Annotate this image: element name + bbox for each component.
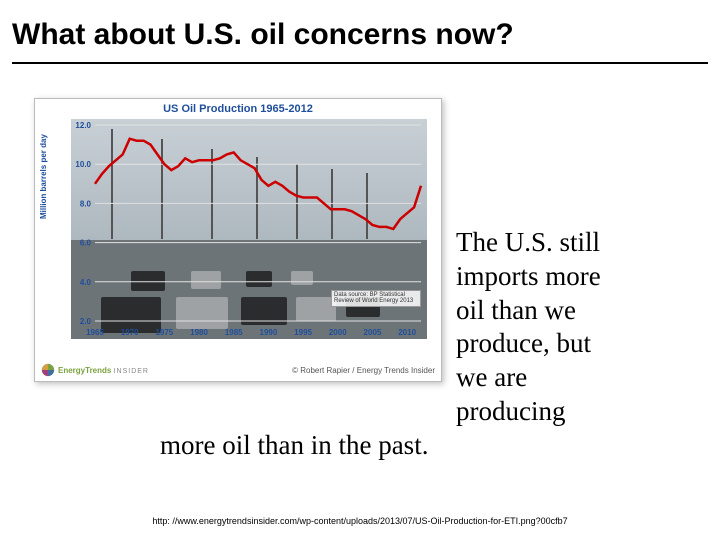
- source-url: http: //www.energytrendsinsider.com/wp-c…: [0, 516, 720, 526]
- chart-title: US Oil Production 1965-2012: [35, 99, 441, 115]
- slide-title: What about U.S. oil concerns now?: [0, 0, 720, 56]
- body-line: producing: [160, 395, 690, 429]
- chart-logo-text: EnergyTrends INSIDER: [58, 366, 149, 375]
- svg-text:10.0: 10.0: [75, 160, 91, 169]
- chart-ylabel: Million barrels per day: [39, 134, 48, 219]
- svg-text:1965: 1965: [86, 328, 104, 337]
- body-line: imports more: [160, 260, 690, 294]
- body-line: The U.S. still: [160, 226, 690, 260]
- body-line: more oil than in the past.: [160, 429, 690, 463]
- svg-text:2.0: 2.0: [80, 317, 92, 326]
- svg-text:4.0: 4.0: [80, 278, 92, 287]
- globe-icon: [41, 363, 55, 377]
- title-underline: [12, 62, 708, 64]
- svg-text:12.0: 12.0: [75, 121, 91, 130]
- svg-text:6.0: 6.0: [80, 239, 92, 248]
- body-text: The U.S. still imports more oil than we …: [160, 226, 690, 462]
- body-line: we are: [160, 361, 690, 395]
- chart-logo: EnergyTrends INSIDER: [41, 363, 149, 377]
- svg-text:8.0: 8.0: [80, 199, 92, 208]
- body-line: oil than we: [160, 294, 690, 328]
- body-line: produce, but: [160, 327, 690, 361]
- svg-text:1970: 1970: [121, 328, 139, 337]
